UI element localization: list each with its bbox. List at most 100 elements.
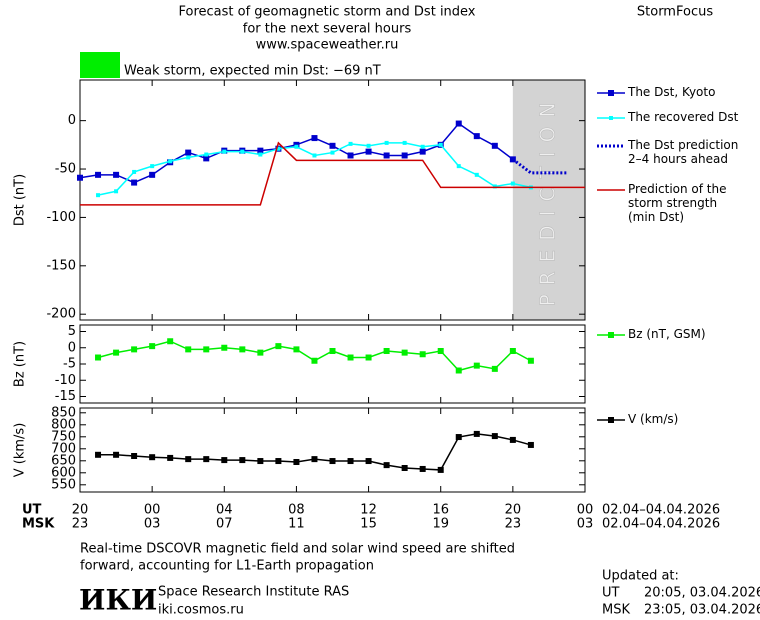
data-point <box>437 348 444 354</box>
institute: Space Research Institute RAS <box>158 585 349 600</box>
x-tick-label: 00 <box>577 503 594 518</box>
data-point <box>131 179 138 186</box>
data-point <box>491 433 498 440</box>
x-tick-label-msk: 23 <box>505 517 522 532</box>
date-range: 02.04–04.04.2026 <box>602 503 720 518</box>
data-point <box>167 454 174 461</box>
data-point <box>149 454 156 461</box>
data-point <box>95 354 102 361</box>
legend-label: Prediction of the storm strength (min Ds… <box>628 182 727 224</box>
data-point <box>221 457 228 464</box>
data-point <box>150 164 155 169</box>
updated-title: Updated at: <box>602 569 679 584</box>
data-point <box>239 457 246 464</box>
data-point <box>347 152 354 159</box>
data-point <box>149 343 156 350</box>
data-point <box>329 142 336 149</box>
x-tick-label: 00 <box>144 503 161 518</box>
x-tick-label-msk: 23 <box>72 517 89 532</box>
data-point <box>383 462 390 469</box>
data-point <box>384 140 389 145</box>
data-point <box>348 141 353 146</box>
data-point <box>365 458 372 465</box>
data-point <box>258 152 263 157</box>
data-point <box>312 153 317 158</box>
data-point <box>473 133 480 140</box>
data-point <box>419 351 426 358</box>
plot-frame <box>79 407 586 493</box>
y-axis-label: V (km/s) <box>13 423 28 478</box>
date-range: 02.04–04.04.2026 <box>602 517 720 532</box>
note: Real-time DSCOVR magnetic field and sola… <box>80 542 515 557</box>
data-point <box>527 357 534 364</box>
data-point <box>186 155 191 160</box>
data-point <box>473 430 480 437</box>
updated-label: MSK <box>602 603 630 618</box>
data-point <box>455 120 462 127</box>
data-point <box>509 436 516 443</box>
data-point <box>204 152 209 157</box>
data-point <box>365 354 372 361</box>
data-point <box>311 135 318 142</box>
series-line <box>98 433 532 471</box>
data-point <box>437 466 444 473</box>
x-tick-label-msk: 11 <box>288 517 305 532</box>
data-point <box>366 143 371 148</box>
subtitle: for the next several hours <box>243 22 412 37</box>
data-point <box>275 343 282 350</box>
x-row-label: UT <box>22 503 42 518</box>
data-point <box>131 453 138 459</box>
x-tick-label-msk: 07 <box>216 517 233 532</box>
series-line <box>97 340 532 372</box>
status-text: Weak storm, expected min Dst: −69 nT <box>124 64 381 79</box>
brand: StormFocus <box>637 5 713 20</box>
y-axis-label: Bz (nT) <box>13 341 28 387</box>
data-point <box>455 434 462 441</box>
data-point <box>401 152 408 159</box>
y-tick-label: 800 <box>51 417 76 432</box>
data-point <box>402 140 407 145</box>
y-tick-label: -50 <box>55 162 76 177</box>
institute-url: iki.cosmos.ru <box>158 603 244 618</box>
data-point <box>347 354 354 361</box>
x-tick-label-msk: 15 <box>360 517 377 532</box>
data-point <box>149 171 156 178</box>
y-tick-label: 5 <box>68 324 76 339</box>
prediction-region <box>512 80 585 320</box>
data-point <box>132 169 137 174</box>
data-point <box>492 184 497 189</box>
data-point <box>419 465 426 472</box>
data-point <box>203 346 210 353</box>
y-tick-label: 700 <box>51 441 76 456</box>
data-point <box>113 171 120 178</box>
y-axis-label: Dst (nT) <box>13 174 28 226</box>
data-point <box>167 338 174 345</box>
legend-label: The Dst, Kyoto <box>628 85 716 99</box>
y-tick-label: 650 <box>51 453 76 468</box>
y-tick-label: 750 <box>51 429 76 444</box>
x-tick-label-msk: 03 <box>577 517 594 532</box>
prediction-label: PREDICTION <box>535 94 559 307</box>
data-point <box>131 346 138 353</box>
data-point <box>347 458 354 465</box>
legend-label: The Dst prediction 2–4 hours ahead <box>628 138 739 166</box>
data-point <box>185 346 192 353</box>
logo: ИКИ <box>79 584 157 617</box>
data-point <box>311 456 318 463</box>
data-point <box>401 349 408 356</box>
data-point <box>222 149 227 154</box>
data-point <box>293 459 300 465</box>
y-tick-label: -200 <box>46 307 76 322</box>
x-tick-label: 08 <box>288 503 305 518</box>
data-point <box>96 193 101 198</box>
data-point <box>311 357 318 364</box>
data-point <box>95 451 102 458</box>
data-point <box>455 367 462 374</box>
data-point <box>185 456 192 463</box>
data-point <box>527 441 534 448</box>
y-tick-label: 550 <box>51 477 76 492</box>
y-tick-label: 0 <box>68 340 76 355</box>
legend-marker <box>608 417 614 423</box>
